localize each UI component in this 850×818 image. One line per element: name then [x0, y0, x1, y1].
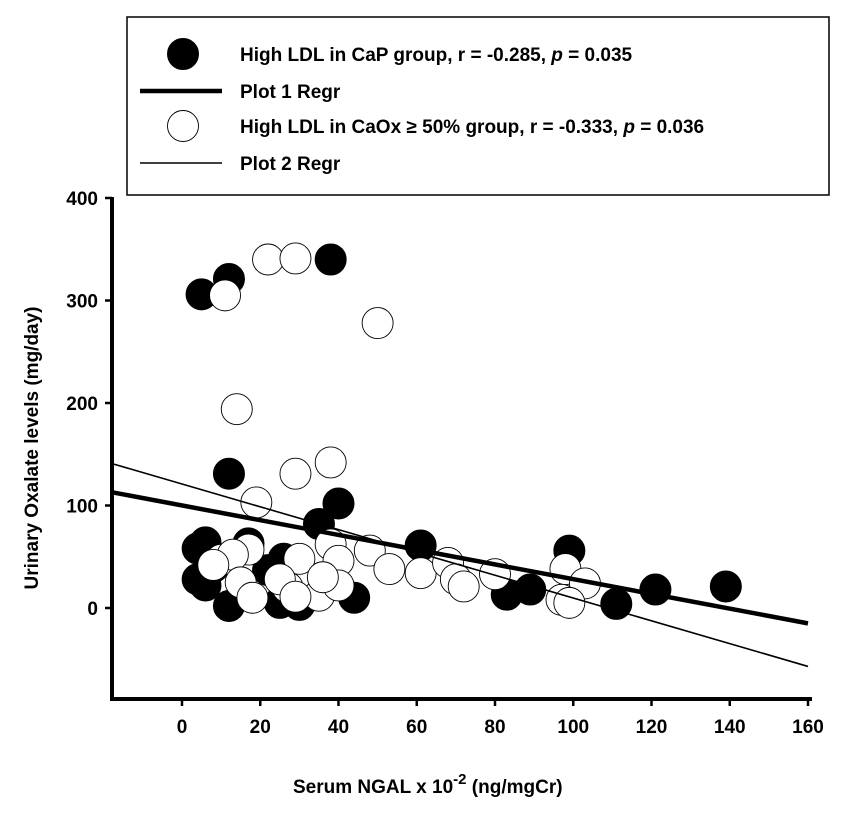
x-tick-label-7: 140: [714, 717, 746, 738]
caox-point-26: [447, 570, 480, 603]
y-ticks: 0 100 200 300 400: [66, 189, 112, 620]
caox-point-23: [404, 557, 437, 590]
x-tick-label-5: 100: [557, 717, 589, 738]
legend-label-caox: High LDL in CaOx ≥ 50% group, r = -0.333…: [240, 117, 704, 138]
x-ticks: 0 20 40 60 80 100 120 140 160: [177, 699, 824, 738]
x-tick-label-4: 80: [484, 717, 505, 738]
legend-box: [126, 16, 830, 196]
caox-point-22: [373, 553, 406, 585]
cap-point-20: [514, 573, 547, 606]
caox-point-33: [306, 561, 339, 594]
x-tick-label-2: 40: [328, 717, 349, 738]
x-tick-label-0: 0: [177, 717, 188, 738]
y-tick-label-1: 100: [66, 497, 98, 518]
cap-point-4: [322, 487, 355, 520]
caox-point-20: [236, 581, 269, 614]
x-tick-label-1: 20: [250, 717, 271, 738]
caox-point-6: [279, 457, 312, 490]
legend-marker-caox: [167, 110, 199, 142]
legend: High LDL in CaP group, r = -0.285, p = 0…: [126, 16, 830, 196]
y-tick-label-0: 0: [87, 599, 98, 620]
cap-point-23: [709, 570, 742, 603]
caox-point-32: [197, 549, 230, 581]
cap-point-2: [314, 243, 347, 276]
x-tick-label-3: 60: [406, 717, 427, 738]
x-axis-label: Serum NGAL x 10-2 (ng/mgCr): [293, 771, 563, 798]
legend-marker-cap: [167, 38, 199, 70]
x-tick-label-8: 160: [792, 717, 824, 738]
regression-line-plot1: [111, 489, 809, 626]
legend-label-cap: High LDL in CaP group, r = -0.285, p = 0…: [240, 45, 633, 66]
caox-point-3: [361, 307, 394, 339]
plot-area: [111, 242, 809, 668]
caox-point-0: [209, 279, 241, 312]
y-tick-label-4: 400: [66, 189, 98, 210]
cap-point-21: [600, 587, 633, 620]
legend-label-plot2: Plot 2 Regr: [240, 154, 341, 175]
caox-point-5: [314, 446, 347, 479]
y-axis-label: Urinary Oxalate levels (mg/day): [22, 306, 43, 589]
x-tick-label-6: 120: [636, 717, 668, 738]
caox-point-31: [553, 586, 586, 619]
caox-point-13: [283, 542, 316, 575]
legend-label-plot1: Plot 1 Regr: [240, 82, 341, 103]
caox-point-4: [220, 393, 253, 426]
y-tick-label-3: 300: [66, 292, 98, 313]
caox-point-2: [279, 242, 312, 275]
cap-point-22: [639, 573, 672, 606]
caox-point-1: [252, 243, 285, 276]
axes: [110, 197, 812, 701]
regression-line-plot2: [111, 462, 809, 668]
caox-point-17: [279, 580, 312, 613]
cap-point-3: [212, 457, 245, 490]
y-tick-label-2: 200: [66, 394, 98, 415]
